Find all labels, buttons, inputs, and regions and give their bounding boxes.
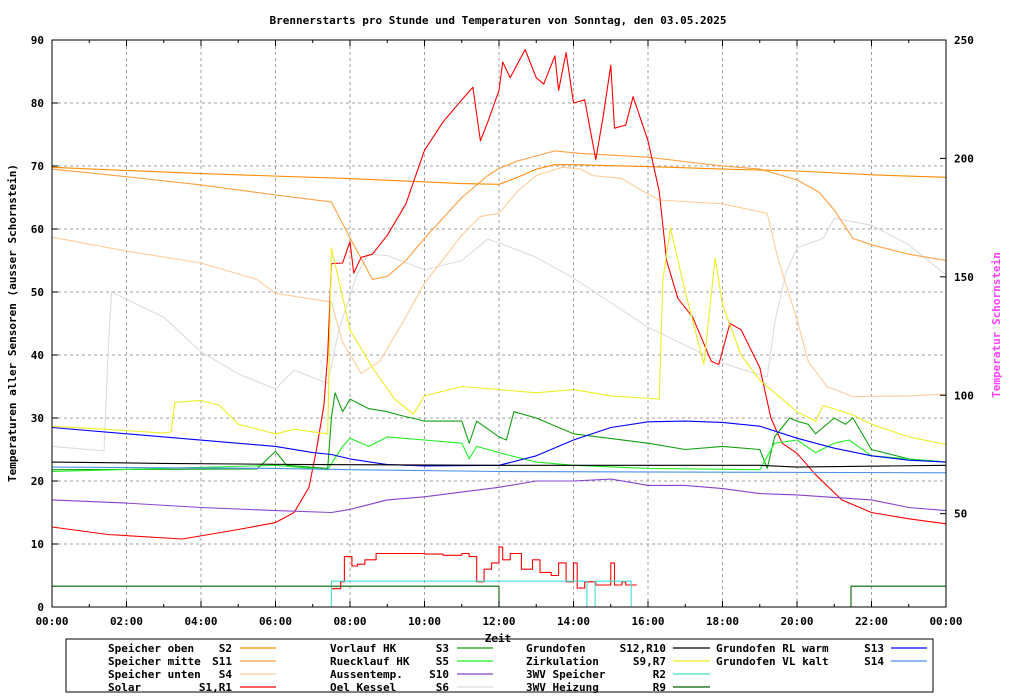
legend-item: Aussentemp. S10 [330,668,493,681]
x-tick-label: 12:00 [482,615,515,628]
x-tick-label: 04:00 [184,615,217,628]
y-tick-label: 30 [31,412,44,425]
legend-label: 3WV Heizung [526,681,599,694]
x-tick-label: 14:00 [557,615,590,628]
x-tick-label: 20:00 [780,615,813,628]
legend-label: Solar [108,681,141,694]
y-tick-label: 50 [31,286,44,299]
legend-label: Speicher mitte [108,655,201,668]
ticks: 00:00 02:00 04:00 06:00 08:00 10:00 12:00 14:00… [31,34,974,628]
series-line-s11 [51,150,947,280]
legend-code: S6 [436,681,450,694]
y-tick-label: 80 [31,97,44,110]
grid [52,40,946,607]
legend-item: Oel Kessel S6 [330,681,493,694]
legend-label: Speicher oben [108,642,194,655]
y2-axis-label: Temperatur Schornstein [990,252,1003,398]
y-tick-label: 90 [31,34,44,47]
y2-tick-label: 250 [954,34,974,47]
legend-box [65,638,934,693]
y-tick-label: 10 [31,538,44,551]
x-tick-label: 22:00 [855,615,888,628]
chart-title: Brennerstarts pro Stunde und Temperature… [270,14,727,27]
legend-code: S13 [864,642,884,655]
legend-item: Speicher oben S2 [108,642,276,655]
legend-code: S9,R7 [633,655,666,668]
series-line-r1 [331,546,637,590]
y2-tick-label: 150 [954,271,974,284]
legend-label: Grundofen [526,642,586,655]
y-tick-label: 60 [31,223,44,236]
legend-label: Aussentemp. [330,668,403,681]
legend-label: Zirkulation [526,655,599,668]
legend-label: Grundofen RL warm [716,642,829,655]
x-tick-label: 02:00 [110,615,143,628]
y2-tick-label: 200 [954,152,974,165]
legend-code: R9 [653,681,666,694]
series-line-s14 [51,466,947,474]
legend-code: S11 [212,655,232,668]
legend-item: Grundofen S12,R10 [526,642,710,655]
x-tick-label: 00:00 [35,615,68,628]
legend-code: S2 [219,642,232,655]
series-line-s13 [51,420,947,467]
y-axis-label: Temperaturen aller Sensoren (ausser Scho… [6,164,19,482]
legend-code: S5 [436,655,449,668]
y-tick-label: 70 [31,160,44,173]
legend-item: Solar S1,R1 [108,681,276,694]
y-tick-label: 20 [31,475,44,488]
y-tick-label: 40 [31,349,44,362]
series-line-s10 [51,478,947,514]
y2-tick-label: 50 [954,508,967,521]
series-line-s2 [51,164,947,185]
legend-label: 3WV Speicher [526,668,606,681]
legend-code: R2 [653,668,666,681]
legend-item: Vorlauf HK S3 [330,642,493,655]
series-line-s6 [51,217,947,452]
legend-label: Grundofen VL kalt [716,655,829,668]
x-tick-label: 00:00 [929,615,962,628]
legend-item: Ruecklauf HK S5 [330,655,493,668]
legend-item: Zirkulation S9,R7 [526,655,710,668]
legend-code: S12,R10 [620,642,666,655]
y-tick-label: 0 [37,601,44,614]
x-tick-label: 18:00 [706,615,739,628]
legend-code: S3 [436,642,449,655]
series-line-s9 [51,227,947,446]
legend-label: Vorlauf HK [330,642,397,655]
legend-code: S4 [219,668,233,681]
y2-tick-label: 100 [954,389,974,402]
x-tick-label: 08:00 [333,615,366,628]
legend-item: Speicher unten S4 [108,668,276,681]
x-tick-label: 16:00 [631,615,664,628]
legend-code: S10 [429,668,449,681]
series-line-s4 [51,166,947,398]
series-line-s12 [51,461,947,468]
x-tick-label: 10:00 [408,615,441,628]
legend-item: 3WV Heizung R9 [526,681,710,694]
series-line-s3 [51,392,947,471]
legend-item: Grundofen VL kalt S14 [716,655,927,668]
legend-item: Grundofen RL warm S13 [716,642,927,655]
legend-code: S14 [864,655,884,668]
legend-label: Speicher unten [108,668,201,681]
series-group [51,48,947,608]
legend-label: Oel Kessel [330,681,396,694]
legend-label: Ruecklauf HK [330,655,410,668]
legend-code: S1,R1 [199,681,232,694]
legend-item: Speicher mitte S11 [108,655,276,668]
series-line-s5 [51,436,947,473]
legend-item: 3WV Speicher R2 [526,668,710,681]
x-tick-label: 06:00 [259,615,292,628]
